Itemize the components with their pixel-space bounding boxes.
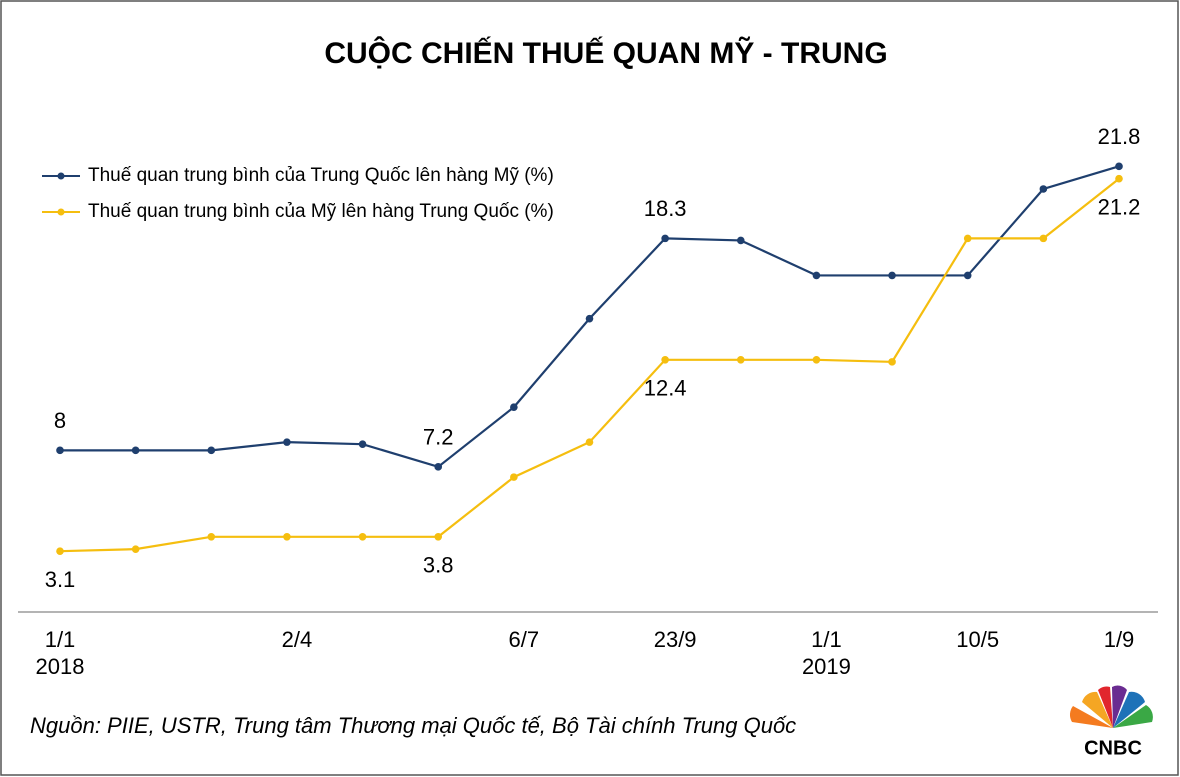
data-label: 12.4	[644, 376, 687, 401]
point	[963, 234, 972, 243]
point	[812, 271, 821, 280]
x-tick-label: 1/1 2018	[35, 627, 85, 679]
legend-marker	[57, 208, 65, 216]
point	[661, 234, 669, 243]
legend-label: Thuế quan trung bình của Trung Quốc lên …	[88, 165, 554, 186]
data-label: 3.1	[45, 567, 76, 592]
point	[434, 463, 443, 471]
point	[1115, 162, 1123, 171]
point	[207, 446, 216, 455]
series-line	[59, 177, 1120, 553]
data-label: 7.2	[423, 425, 454, 450]
point	[283, 532, 291, 541]
point	[736, 356, 745, 364]
point	[434, 532, 443, 541]
x-tick-label: 2/4	[281, 627, 313, 652]
point	[510, 473, 518, 481]
point	[963, 271, 972, 280]
logo-icon	[1069, 685, 1153, 728]
data-label: 8	[54, 408, 66, 433]
x-tick-label: 1/1 2019	[801, 627, 851, 679]
legend-marker	[57, 172, 65, 180]
source: Nguồn: PIIE, USTR, Trung tâm Thương mại …	[30, 713, 796, 738]
point	[1039, 234, 1048, 243]
point	[56, 446, 64, 455]
chart-title: CUỘC CHIẾN THUẾ QUAN MỸ - TRUNG	[324, 36, 887, 70]
point	[888, 358, 896, 366]
x-tick-label: 6/7	[508, 627, 540, 652]
point	[661, 356, 669, 364]
data-label: 18.3	[644, 196, 687, 221]
x-tick-label: 1/9	[1103, 627, 1135, 652]
point	[888, 271, 896, 280]
point	[131, 545, 140, 553]
point	[358, 440, 367, 448]
legend-label: Thuế quan trung bình của Mỹ lên hàng Tru…	[88, 201, 554, 222]
point	[56, 547, 64, 556]
point	[585, 314, 594, 323]
point	[207, 532, 216, 541]
point	[510, 403, 518, 411]
point	[131, 446, 140, 455]
point	[812, 356, 821, 364]
point	[736, 236, 745, 245]
x-tick-label: 10/5	[956, 627, 1000, 652]
point	[585, 438, 594, 446]
point	[1115, 174, 1123, 183]
point	[358, 532, 367, 541]
x-tick-label: 23/9	[653, 627, 697, 652]
data-label: 21.8	[1098, 124, 1141, 149]
point	[1039, 185, 1048, 193]
data-label: 21.2	[1098, 195, 1141, 220]
logo-text: CNBC	[1084, 737, 1142, 759]
point	[283, 438, 291, 446]
data-label: 3.8	[423, 553, 454, 578]
